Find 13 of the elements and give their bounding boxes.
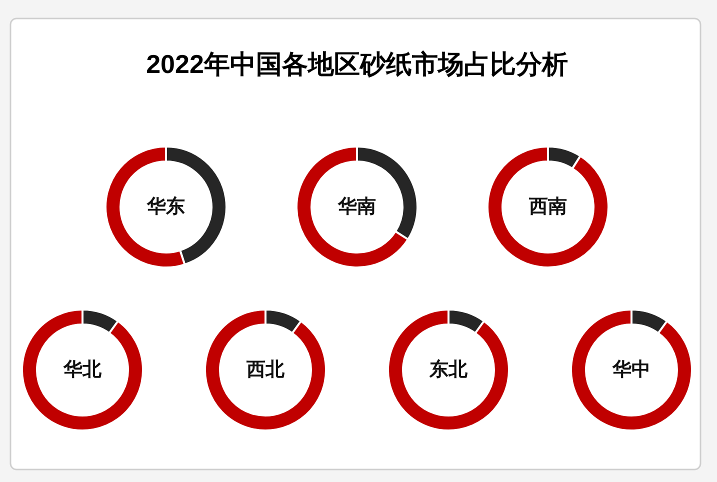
donut-slice — [387, 308, 510, 432]
text: 华北 — [62, 358, 102, 380]
text: 华中 — [612, 358, 650, 380]
text: 西南 — [528, 196, 567, 218]
text: 西北 — [246, 358, 286, 380]
text: 东北 — [428, 358, 468, 380]
donut-slice — [21, 308, 144, 432]
donut-slice — [486, 146, 610, 268]
text: 华南 — [337, 196, 376, 218]
text: 2022年中国各地区砂纸市场占比分析 — [146, 49, 568, 79]
donut-slice — [204, 308, 327, 432]
donut-slice — [570, 308, 693, 432]
text: 华东 — [146, 196, 185, 218]
